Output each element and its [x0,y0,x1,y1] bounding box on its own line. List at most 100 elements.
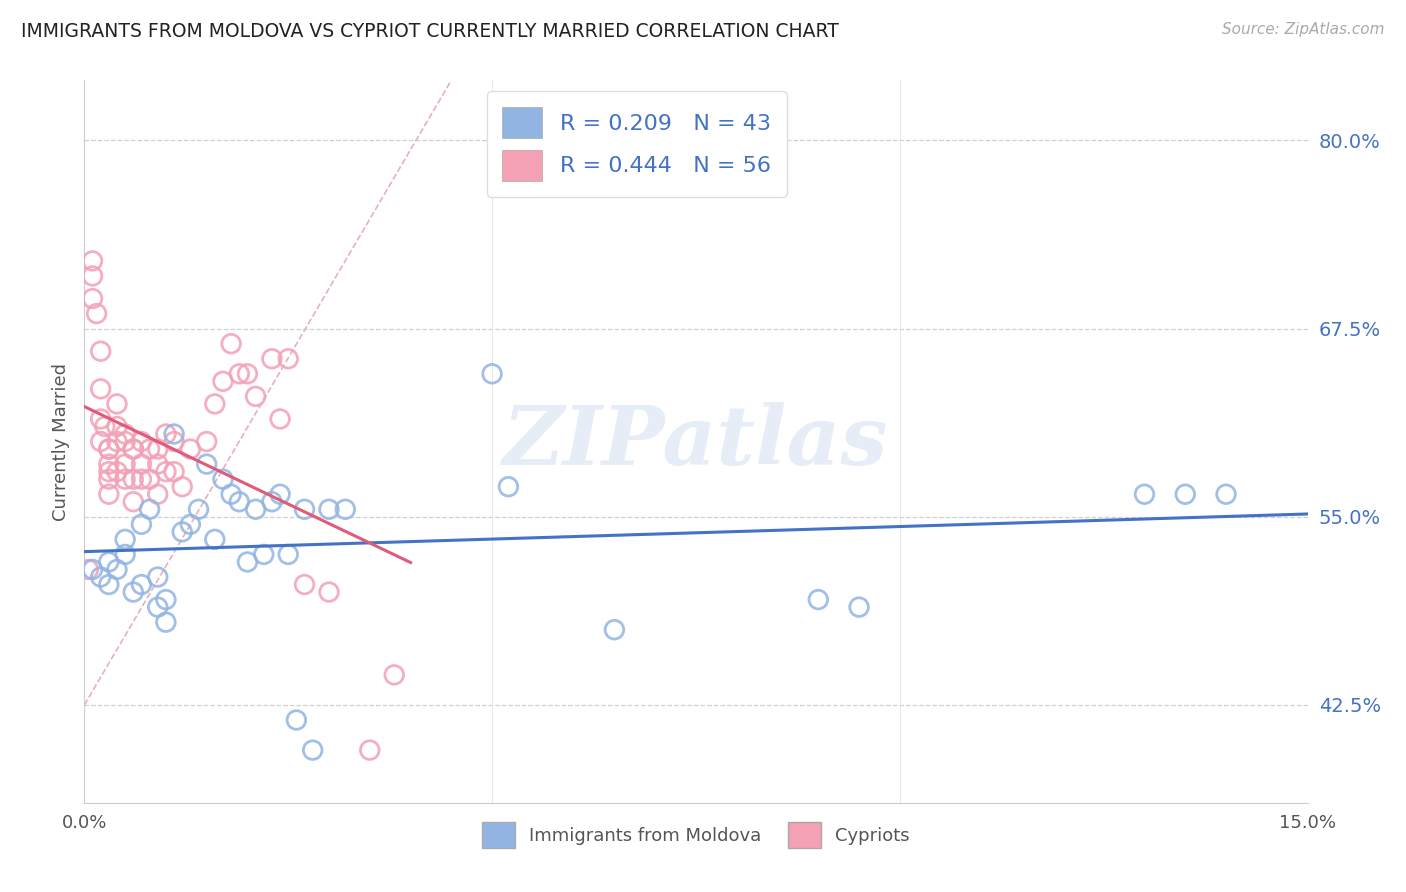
Point [97,442,120,456]
Point [172,480,194,494]
Point [114,533,136,547]
Point [155,592,177,607]
Point [269,487,291,501]
Point [219,487,242,501]
Point [90,434,112,449]
Point [212,472,235,486]
Point [204,397,226,411]
Point [294,502,316,516]
Point [131,472,153,486]
Point [277,351,299,366]
Point [285,713,308,727]
Point [86,307,108,321]
Point [97,442,120,456]
Legend: Immigrants from Moldova, Cypriots: Immigrants from Moldova, Cypriots [475,815,917,855]
Point [498,480,520,494]
Point [138,502,160,516]
Point [277,548,299,562]
Point [318,585,340,599]
Point [77,562,100,576]
Point [260,494,283,508]
Point [105,465,128,479]
Point [301,743,323,757]
Point [90,412,112,426]
Point [131,577,153,591]
Point [1174,487,1197,501]
Point [97,465,120,479]
Point [122,472,145,486]
Text: ZIPatlas: ZIPatlas [503,401,889,482]
Point [187,502,209,516]
Point [122,442,145,456]
Point [105,397,128,411]
Point [163,434,186,449]
Point [179,442,201,456]
Point [155,615,177,630]
Text: IMMIGRANTS FROM MOLDOVA VS CYPRIOT CURRENTLY MARRIED CORRELATION CHART: IMMIGRANTS FROM MOLDOVA VS CYPRIOT CURRE… [21,22,839,41]
Point [114,434,136,449]
Point [253,548,276,562]
Point [131,517,153,532]
Point [146,600,169,615]
Point [195,434,218,449]
Point [114,427,136,442]
Y-axis label: Currently Married: Currently Married [52,362,70,521]
Point [138,442,160,456]
Point [114,548,136,562]
Point [219,336,242,351]
Point [82,292,104,306]
Point [90,382,112,396]
Point [131,434,153,449]
Point [1215,487,1237,501]
Point [155,465,177,479]
Point [236,555,259,569]
Point [90,344,112,359]
Point [172,524,194,539]
Point [481,367,503,381]
Point [260,351,283,366]
Point [335,502,357,516]
Point [97,577,120,591]
Point [382,668,405,682]
Point [212,375,235,389]
Point [97,487,120,501]
Point [294,577,316,591]
Point [146,457,169,471]
Point [82,253,104,268]
Text: Source: ZipAtlas.com: Source: ZipAtlas.com [1222,22,1385,37]
Point [114,457,136,471]
Point [97,457,120,471]
Point [163,465,186,479]
Point [105,434,128,449]
Point [195,457,218,471]
Point [105,419,128,434]
Point [114,472,136,486]
Point [146,442,169,456]
Point [245,389,267,403]
Point [146,570,169,584]
Point [603,623,626,637]
Point [245,502,267,516]
Point [93,419,115,434]
Point [146,487,169,501]
Point [131,457,153,471]
Point [1133,487,1156,501]
Point [179,517,201,532]
Point [122,442,145,456]
Point [97,555,120,569]
Point [228,367,250,381]
Point [138,472,160,486]
Point [122,585,145,599]
Point [82,562,104,576]
Point [236,367,259,381]
Point [807,592,830,607]
Point [155,427,177,442]
Point [359,743,381,757]
Point [269,412,291,426]
Point [204,533,226,547]
Point [97,472,120,486]
Point [318,502,340,516]
Point [122,494,145,508]
Point [228,494,250,508]
Point [90,570,112,584]
